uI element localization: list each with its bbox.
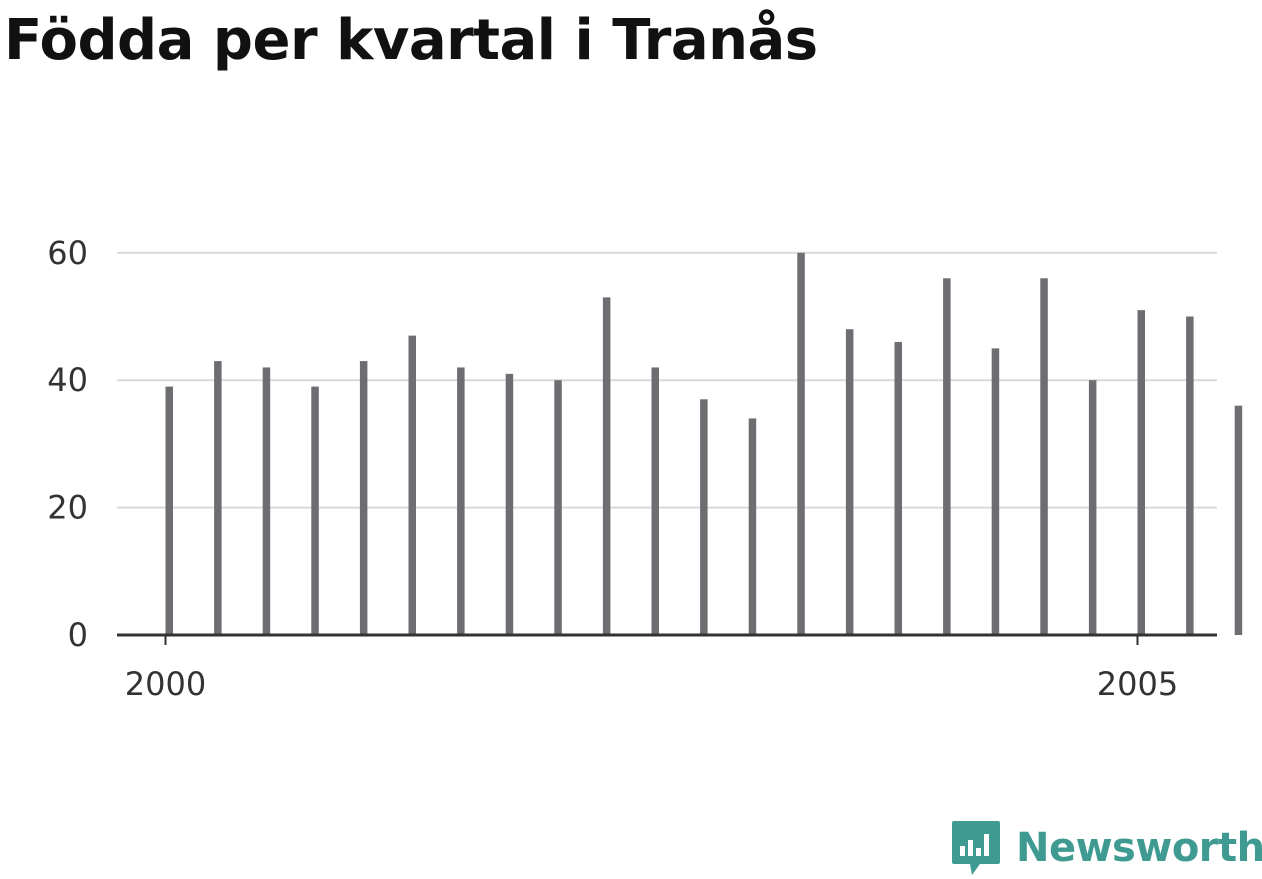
bar-7 xyxy=(505,373,514,635)
y-tick-label-60: 60 xyxy=(47,234,88,272)
bar-9 xyxy=(602,297,611,635)
bar-10 xyxy=(651,367,659,635)
x-axis xyxy=(117,633,1217,645)
gridlines xyxy=(117,251,1217,509)
bar-15 xyxy=(894,341,902,635)
bar-18 xyxy=(1040,278,1048,635)
bar-6 xyxy=(457,367,465,635)
bar-4 xyxy=(359,361,368,635)
bar-14 xyxy=(845,329,854,635)
newsworthy-logo-icon xyxy=(952,821,1000,875)
bar-20 xyxy=(1137,310,1145,635)
bar-21 xyxy=(1186,316,1194,635)
y-tick-label-40: 40 xyxy=(47,361,88,399)
brand-name: Newsworthy xyxy=(1016,825,1262,871)
bar-2 xyxy=(262,367,271,635)
bar-3 xyxy=(311,386,319,635)
x-tick-label-2005: 2005 xyxy=(1097,665,1178,703)
bar-11 xyxy=(700,399,708,635)
bar-16 xyxy=(943,278,951,635)
x-axis-labels: 200020052010201520202025 xyxy=(125,665,1178,703)
y-tick-label-0: 0 xyxy=(68,616,88,654)
bar-1 xyxy=(214,361,222,635)
bar-0 xyxy=(165,386,173,635)
bars xyxy=(165,252,1243,636)
bar-17 xyxy=(991,348,1000,635)
bar-19 xyxy=(1088,380,1097,635)
bar-12 xyxy=(748,418,757,635)
bar-5 xyxy=(408,335,416,635)
x-tick-label-2000: 2000 xyxy=(125,665,206,703)
bar-13 xyxy=(797,252,805,636)
bar-22 xyxy=(1234,405,1243,635)
brand-logo: Newsworthy xyxy=(950,818,1262,878)
chart-title: Födda per kvartal i Tranås xyxy=(4,8,818,73)
bar-8 xyxy=(554,380,562,635)
y-axis-labels: 0 20 40 60 xyxy=(47,234,88,654)
y-tick-label-20: 20 xyxy=(47,489,88,527)
